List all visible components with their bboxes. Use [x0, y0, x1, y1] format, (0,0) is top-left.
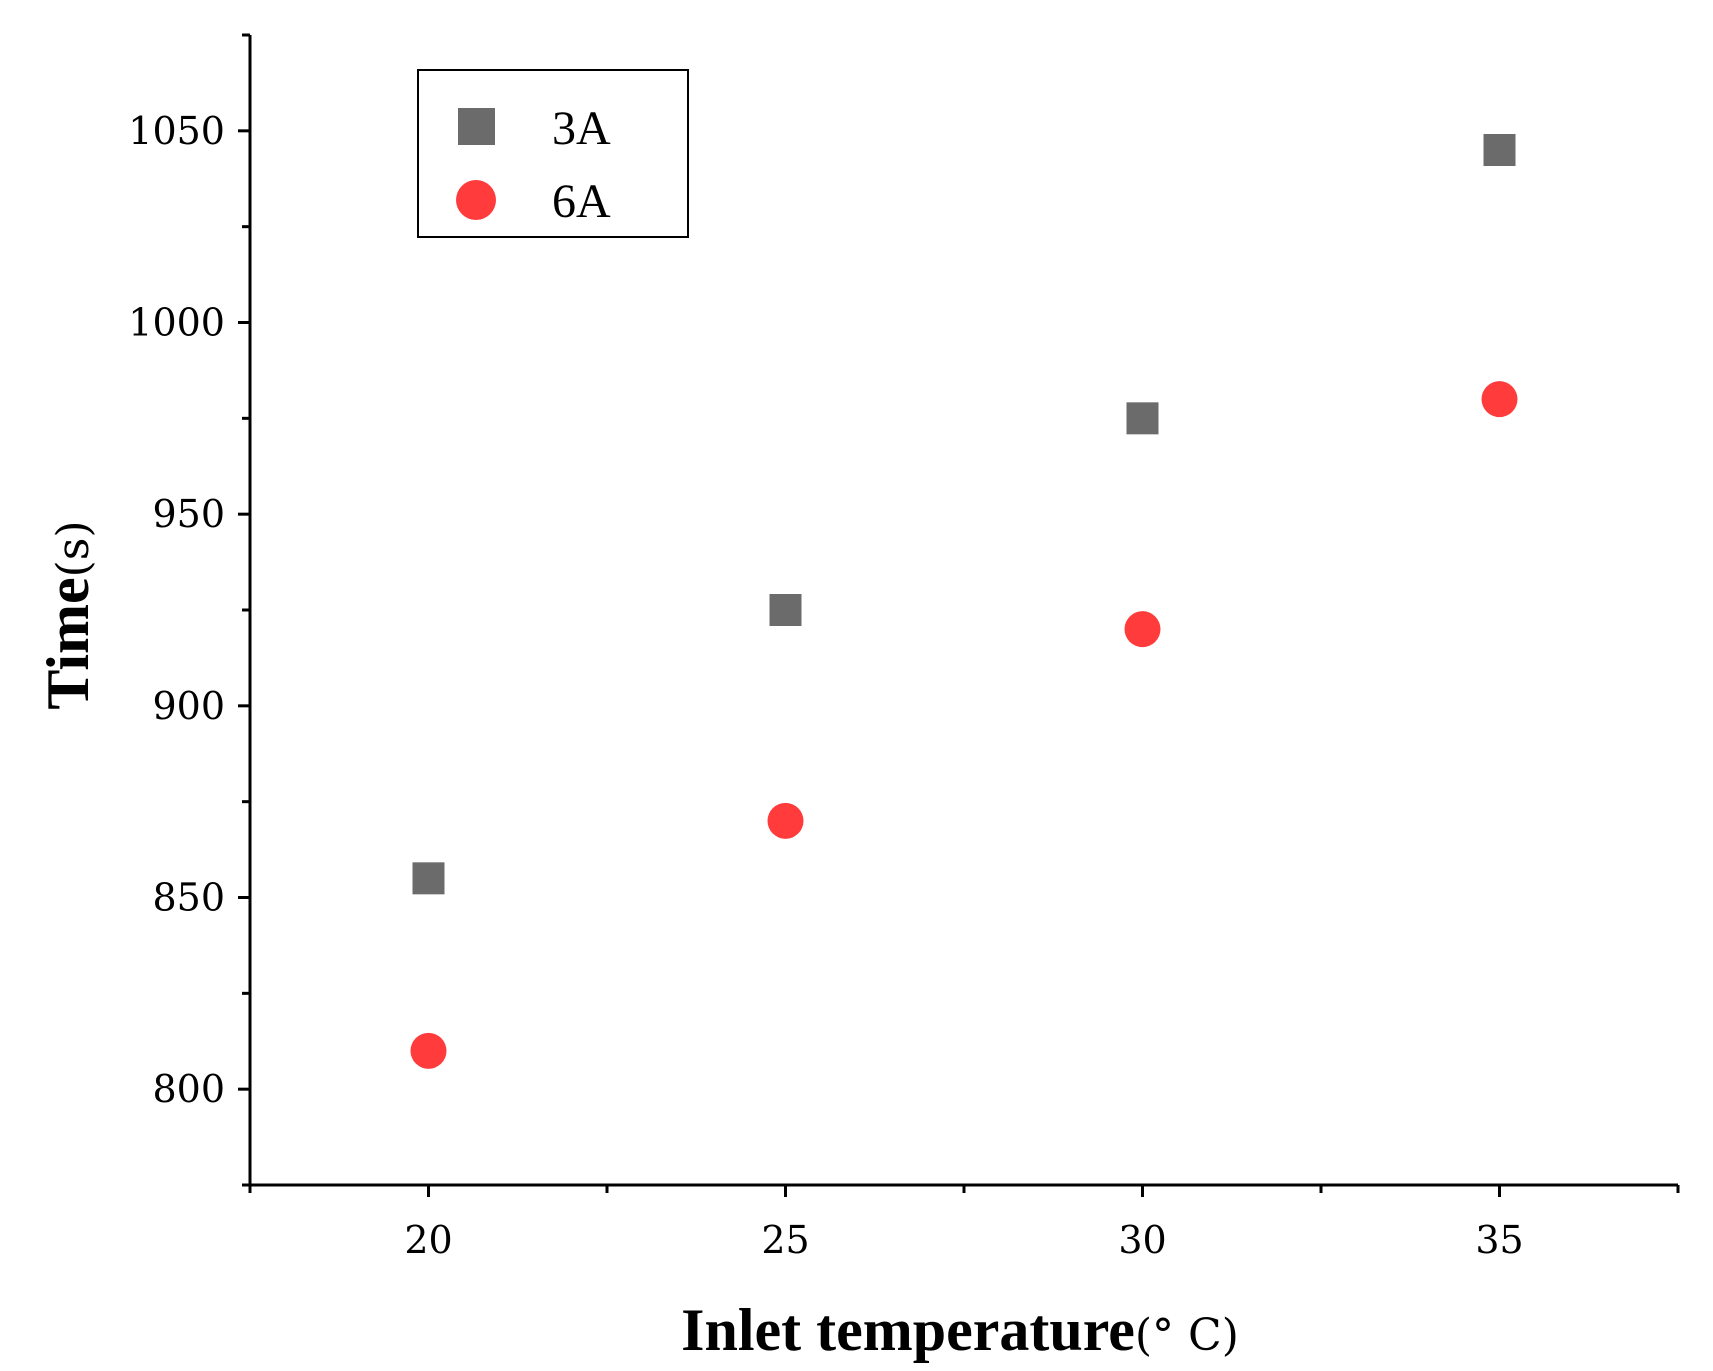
y-tick-label: 800 — [152, 1067, 225, 1111]
point-3A — [412, 862, 445, 895]
legend-marker-6A — [456, 180, 496, 220]
point-6A — [767, 802, 804, 839]
y-tick-label: 850 — [152, 876, 225, 920]
y-tick-label: 950 — [152, 492, 225, 536]
y-axis-label: Time — [35, 577, 101, 709]
y-tick-label: 900 — [152, 684, 225, 728]
legend: 3A 6A — [417, 69, 689, 238]
y-axis-unit: (s) — [48, 520, 99, 577]
x-tick-label: 35 — [1475, 1218, 1523, 1262]
y-axis-title: Time(s) — [35, 520, 101, 709]
data-points — [410, 134, 1518, 1069]
ticks — [238, 33, 1680, 1197]
x-axis-label: Inlet temperature — [681, 1297, 1135, 1363]
point-3A — [769, 594, 802, 626]
point-6A — [1124, 611, 1161, 648]
legend-marker-3A — [458, 108, 495, 145]
tick-labels: 20 25 30 35 800 850 900 950 1000 1050 — [128, 109, 1523, 1262]
y-tick-label: 1000 — [128, 301, 225, 345]
y-tick-label: 1050 — [128, 109, 225, 153]
x-axis-unit: (° C) — [1135, 1310, 1239, 1361]
legend-label-3A: 3A — [552, 102, 611, 155]
x-tick-label: 20 — [404, 1218, 452, 1262]
x-axis-title: Inlet temperature(° C) — [681, 1297, 1239, 1363]
legend-label-6A: 6A — [552, 175, 611, 228]
point-3A — [1126, 402, 1159, 435]
x-tick-label: 30 — [1118, 1218, 1166, 1262]
x-tick-label: 25 — [761, 1218, 809, 1262]
point-6A — [410, 1032, 447, 1069]
point-3A — [1483, 134, 1516, 166]
point-6A — [1481, 381, 1518, 418]
